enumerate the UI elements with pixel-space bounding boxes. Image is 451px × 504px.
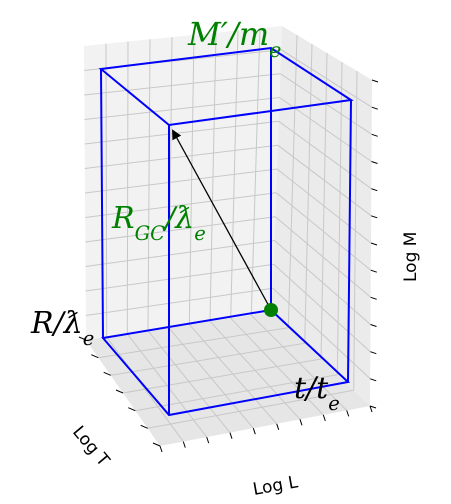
box-edge-back-left [100,68,104,339]
grid-line [230,30,239,319]
tick-mark [91,354,99,359]
grid-line [85,263,274,292]
grid-line [85,192,277,218]
tick-mark [370,324,377,327]
tick-mark [371,133,378,137]
tick-marks [78,79,379,453]
grid-line [85,240,275,267]
grid-line [84,168,278,194]
grid-line [353,70,358,391]
tick-mark [276,423,280,430]
tick-mark [252,428,256,435]
tick-mark [371,106,378,110]
grid-line [84,73,281,96]
grid-line [84,120,279,145]
tick-mark [371,161,378,164]
grid-line [287,34,298,328]
tick-mark [370,242,378,246]
tick-mark [182,441,186,448]
tick-mark [103,371,111,376]
tick-mark [229,432,233,439]
tick-mark [371,215,378,219]
panes [84,26,372,446]
label-m-prime: M′/me [187,15,281,62]
grid-line [126,41,129,334]
label-t: t/te [294,371,340,415]
grid-line [147,389,354,429]
tick-mark [128,407,136,412]
tick-mark [115,389,124,394]
grid-line [336,61,343,375]
tick-mark [370,351,377,355]
tick-mark [346,410,350,417]
label-r-gc: RGC/ƛe [111,201,206,245]
grid-line [98,327,289,359]
axis-label-z: Log M [401,232,421,282]
tick-mark [322,414,326,422]
grid-line [250,28,261,316]
tick-mark [78,336,87,341]
grid-line [304,43,313,344]
grid-line [209,32,217,322]
tick-mark [371,188,378,192]
grid-line [85,216,276,243]
origin-point [264,303,278,317]
tick-mark [370,378,377,382]
grid-line [84,144,278,169]
box-edge-front-right [347,99,352,383]
tick-mark [370,269,377,273]
tick-mark [370,296,377,300]
grid-line [105,43,108,337]
grid-line [122,358,322,394]
tick-mark [206,436,210,444]
tick-mark [371,79,379,83]
tick-mark [140,424,148,429]
grid-line [85,287,273,316]
tick-mark [152,442,161,447]
grid-line [84,97,280,120]
floor-pane [86,312,370,446]
arrow [172,129,271,309]
tick-mark [369,405,373,413]
label-r: R/ƛe [30,306,94,350]
axis-label-y: Log T [68,422,113,471]
grid-line [110,342,305,376]
grid-line [147,39,151,331]
grid-line [188,34,195,325]
tick-mark [369,405,377,409]
axis-label-x: Log L [251,472,300,500]
tick-mark [299,419,303,426]
tick-mark [159,445,163,453]
box-wireframe [98,46,354,417]
